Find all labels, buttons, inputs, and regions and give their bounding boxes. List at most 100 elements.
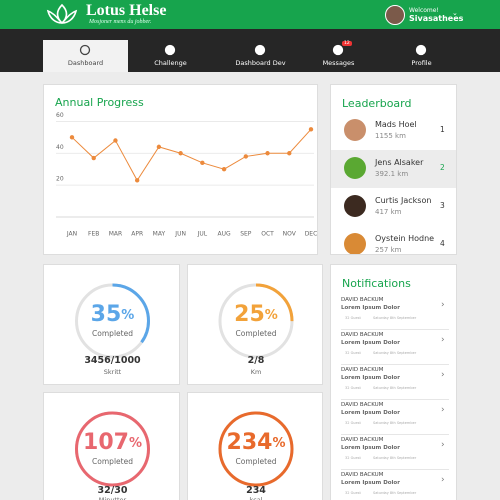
notification-date: Saturday 8th September xyxy=(373,421,417,425)
notification-name: DAVID BACKUM xyxy=(341,402,384,408)
leader-avatar xyxy=(344,233,366,254)
percent-text: 35% xyxy=(91,302,135,327)
notification-guests: 32 Guest xyxy=(345,351,361,355)
notification-date: Saturday 8th September xyxy=(373,386,417,390)
user-name[interactable]: Sivasathees xyxy=(409,14,464,23)
data-point xyxy=(178,151,183,156)
data-point xyxy=(308,127,314,132)
notification-text: Lorem Ipsum Dolor xyxy=(341,340,400,346)
notification-item[interactable]: DAVID BACKUM Lorem Ipsum Dolor 32 Guest Sat… xyxy=(341,400,449,435)
chart-title: Annual Progress xyxy=(55,96,144,109)
notification-date: Saturday 8th September xyxy=(373,456,417,460)
leaderboard-row[interactable]: Jens Alsaker 392.1 km 2 xyxy=(331,150,456,188)
nav-icon xyxy=(79,44,91,56)
data-point xyxy=(265,151,270,156)
percent-unit: % xyxy=(272,436,285,451)
stat-value: 3456/1000 xyxy=(84,355,141,366)
leader-distance: 1155 km xyxy=(375,132,406,140)
notification-guests: 32 Guest xyxy=(345,421,361,425)
notification-text: Lorem Ipsum Dolor xyxy=(341,375,400,381)
leader-avatar xyxy=(344,119,366,141)
progress-ring: 35% Completed xyxy=(75,283,150,359)
leader-rank: 3 xyxy=(440,201,445,210)
user-avatar[interactable] xyxy=(385,5,405,25)
notification-date: Saturday 8th September xyxy=(373,491,417,495)
nav-tab-label: Messages xyxy=(322,59,355,67)
notification-guests: 32 Guest xyxy=(345,456,361,460)
data-point xyxy=(113,138,118,143)
leaderboard-row[interactable]: Curtis Jackson 417 km 3 xyxy=(331,188,456,226)
icon-shape xyxy=(332,44,344,56)
notification-text: Lorem Ipsum Dolor xyxy=(341,445,400,451)
stat-label: Km xyxy=(250,368,262,376)
stat-card: 35% Completed 3456/1000 Skritt xyxy=(43,264,180,385)
leader-name: Oystein Hodne xyxy=(375,234,435,243)
notification-arrow: › xyxy=(441,440,445,450)
percent-text: 234% xyxy=(227,430,286,455)
leaderboard-row[interactable]: Mads Hoel 1155 km 1 xyxy=(331,112,456,150)
leader-rank: 4 xyxy=(440,239,445,248)
percent-text: 107% xyxy=(83,430,142,455)
nav-icon xyxy=(254,44,266,56)
notification-arrow: › xyxy=(441,475,445,485)
percent-value: 107 xyxy=(83,430,129,455)
notification-text: Lorem Ipsum Dolor xyxy=(341,305,400,311)
notifications-title: Notifications xyxy=(342,277,411,290)
leaderboard-row[interactable]: Oystein Hodne 257 km 4 xyxy=(331,226,456,254)
progress-ring: 25% Completed xyxy=(218,283,294,359)
icon-shape xyxy=(79,44,91,56)
nav-tab[interactable]: Dashboard xyxy=(43,40,128,72)
notification-item[interactable]: DAVID BACKUM Lorem Ipsum Dolor 32 Guest Sat… xyxy=(341,295,449,330)
nav-tab[interactable]: Dashboard Dev xyxy=(218,40,303,72)
leader-name: Curtis Jackson xyxy=(375,196,432,205)
progress-ring: 234% Completed xyxy=(218,411,294,487)
leader-name: Mads Hoel xyxy=(375,120,417,129)
nav-icon xyxy=(332,44,344,56)
percent-unit: % xyxy=(265,308,278,323)
data-point xyxy=(156,144,162,150)
data-line xyxy=(71,129,312,182)
x-tick-label: FEB xyxy=(88,231,99,238)
leader-distance: 257 km xyxy=(375,246,402,254)
notification-text: Lorem Ipsum Dolor xyxy=(341,480,400,486)
nav-tab[interactable]: Messages 12 xyxy=(296,40,381,72)
data-point xyxy=(287,151,292,156)
notification-name: DAVID BACKUM xyxy=(341,332,384,338)
welcome-text: Welcome! xyxy=(409,7,439,14)
x-tick-label: APR xyxy=(131,231,143,238)
leader-name: Jens Alsaker xyxy=(375,158,424,167)
notification-item[interactable]: DAVID BACKUM Lorem Ipsum Dolor 32 Guest Sat… xyxy=(341,435,449,470)
notification-item[interactable]: DAVID BACKUM Lorem Ipsum Dolor 32 Guest Sat… xyxy=(341,365,449,400)
stat-card: 107% Completed 32/30 Minutter xyxy=(43,392,180,500)
stat-label: kcal xyxy=(249,496,263,500)
notification-name: DAVID BACKUM xyxy=(341,297,384,303)
stat-value: 32/30 xyxy=(97,485,128,496)
nav-icon xyxy=(164,44,176,56)
nav-tab[interactable]: Profile xyxy=(379,40,464,72)
ring-progress xyxy=(218,283,294,359)
notification-arrow: › xyxy=(441,335,445,345)
data-point xyxy=(243,154,249,159)
notification-item[interactable]: DAVID BACKUM Lorem Ipsum Dolor 32 Guest Sat… xyxy=(341,330,449,365)
x-tick-label: MAR xyxy=(109,231,122,238)
notification-date: Saturday 8th September xyxy=(373,351,417,355)
x-tick-label: JAN xyxy=(66,231,77,238)
user-dropdown[interactable]: ⌄ xyxy=(452,9,458,17)
x-tick-label: AUG xyxy=(218,231,231,238)
notification-guests: 32 Guest xyxy=(345,316,361,320)
nav-tab[interactable]: Challenge xyxy=(128,40,213,72)
percent-value: 234 xyxy=(227,430,273,455)
x-tick-label: OCT xyxy=(261,231,274,238)
percent-text: 25% xyxy=(234,302,278,327)
stat-card: 234% Completed 234 kcal xyxy=(187,392,323,500)
annual-progress-card: Annual Progress 20 40 60 JAN FEB MAR APR MAY JUN… xyxy=(43,84,318,255)
nav-tab-label: Dashboard Dev xyxy=(235,59,286,67)
nav-tab-label: Dashboard xyxy=(67,59,104,67)
y-tick-label: 40 xyxy=(56,144,64,151)
ring-progress xyxy=(218,411,294,487)
notification-item[interactable]: DAVID BACKUM Lorem Ipsum Dolor 32 Guest Sat… xyxy=(341,470,449,500)
y-tick-label: 60 xyxy=(56,112,64,119)
notification-guests: 32 Guest xyxy=(345,491,361,495)
x-tick-label: MAY xyxy=(153,231,166,238)
notification-date: Saturday 8th September xyxy=(373,316,417,320)
